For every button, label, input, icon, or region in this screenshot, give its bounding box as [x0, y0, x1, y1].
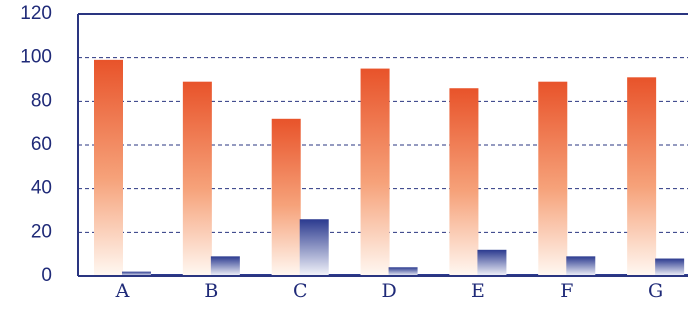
- x-tick-label: B: [204, 280, 218, 302]
- axes: [77, 13, 688, 277]
- bar-series1-B: [182, 81, 212, 276]
- y-tick-label: 20: [31, 221, 52, 242]
- bar-series1-G: [627, 77, 657, 276]
- y-axis-ticks: 0 20 40 60 80 100 120: [20, 3, 52, 286]
- y-tick-label: 0: [41, 265, 52, 286]
- bar-series2-G: [655, 258, 685, 276]
- y-tick-label: 60: [31, 134, 52, 155]
- x-tick-label: E: [471, 280, 485, 302]
- bar-series1-C: [271, 118, 301, 276]
- x-tick-label: C: [293, 280, 308, 302]
- bar-series2-D: [388, 267, 418, 276]
- x-axis-ticks: A B C D E F G: [115, 280, 664, 302]
- x-tick-label: A: [115, 280, 130, 302]
- y-tick-label: 40: [31, 178, 52, 199]
- y-tick-label: 120: [20, 3, 52, 24]
- y-tick-label: 80: [31, 90, 52, 111]
- bar-series1-D: [360, 68, 390, 276]
- bar-series2-B: [210, 256, 240, 276]
- x-tick-label: F: [560, 280, 573, 302]
- x-tick-label: G: [648, 280, 663, 302]
- bar-series1-F: [538, 81, 568, 276]
- bar-series2-F: [566, 256, 596, 276]
- bars: [94, 59, 688, 276]
- bar-series1-A: [94, 59, 123, 276]
- y-tick-label: 100: [20, 47, 52, 68]
- bar-series2-E: [477, 249, 507, 276]
- x-tick-label: D: [381, 280, 396, 302]
- bar-series1-E: [449, 88, 479, 276]
- bar-series2-A: [122, 271, 151, 276]
- bar-series2-C: [299, 219, 329, 276]
